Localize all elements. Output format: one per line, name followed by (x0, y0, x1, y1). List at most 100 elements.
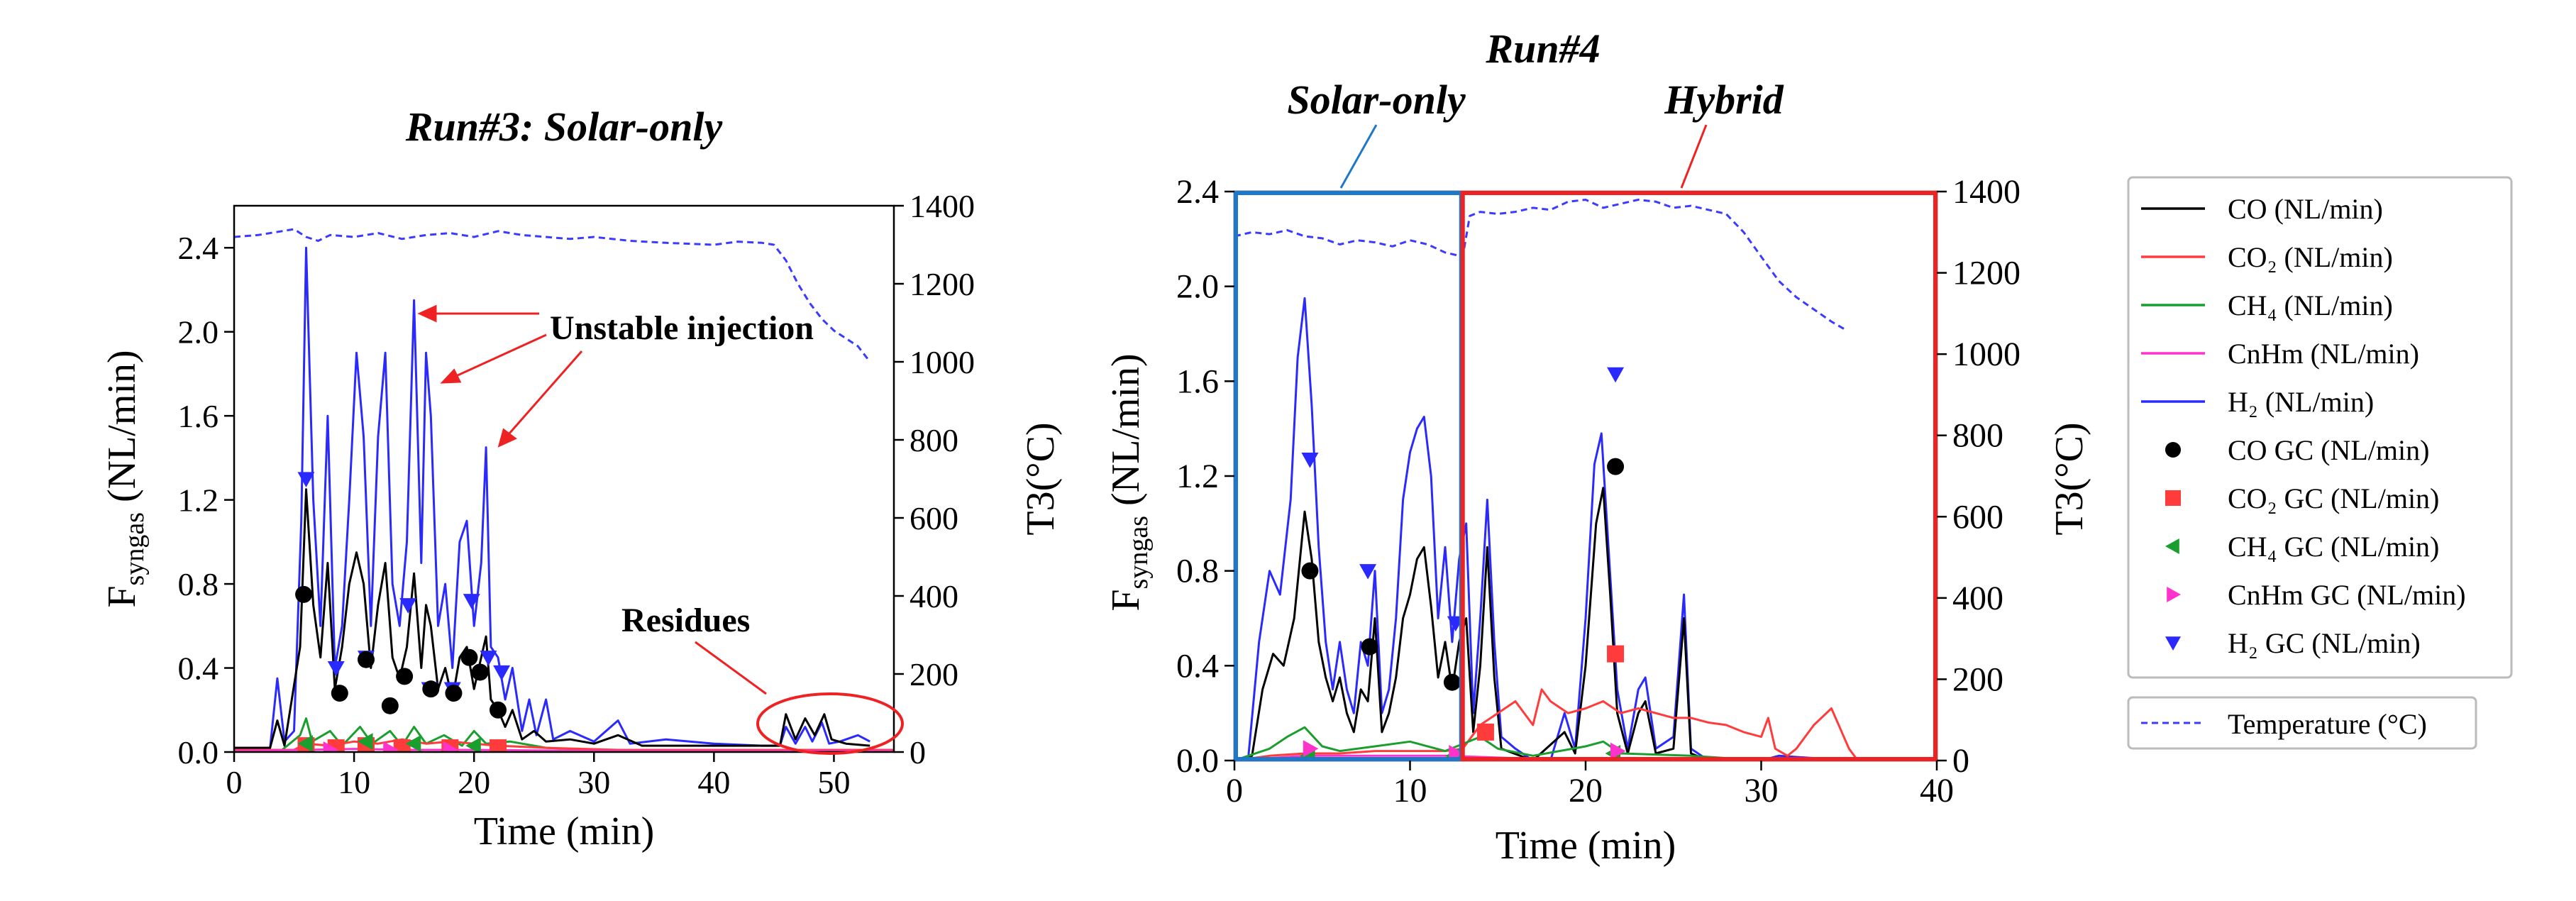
run4-point-h2-gc-3 (1607, 367, 1625, 383)
run3-ytick-label: 0.8 (178, 566, 219, 602)
legend-marker-co-gc (2165, 442, 2181, 458)
legend-label: CnHm GC (NL/min) (2228, 579, 2466, 611)
legend-label: CO GC (NL/min) (2228, 434, 2429, 466)
run4-point-h2-gc-0 (1301, 453, 1319, 468)
legend-label: CH₄ (NL/min) (2228, 289, 2393, 321)
run3-series-layer (234, 228, 894, 752)
run3-point-co-gc-7 (460, 648, 478, 666)
legend-label: CO (NL/min) (2228, 193, 2383, 225)
legend-label: H₂ GC (NL/min) (2228, 627, 2421, 659)
run4-ytick-label: 0.8 (1176, 553, 1219, 590)
run3-annotation-arrows (417, 304, 583, 448)
run3-y2tick-label: 1200 (910, 266, 975, 302)
run4-x-label: Time (min) (1496, 824, 1676, 868)
run4-ytick-label: 2.4 (1176, 173, 1219, 211)
legend-marker-ch4-gc (2165, 538, 2179, 554)
run4-point-co-gc-1 (1361, 638, 1378, 656)
run4-point-co2-gc-1 (1607, 645, 1625, 663)
hybrid-pointer (1680, 124, 1708, 189)
run3-point-co-gc-1 (331, 685, 348, 702)
run4-y2tick-label: 1400 (1952, 173, 2021, 211)
run3-xtick-label: 40 (697, 764, 730, 800)
run4-y-label: Fsyngas (NL/min) (1104, 353, 1154, 611)
run3-point-h2-gc-1 (327, 660, 345, 677)
run4-point-co-gc-0 (1301, 562, 1319, 580)
run4-xtick-label: 10 (1393, 772, 1427, 809)
run4-ytick-label: 1.6 (1176, 363, 1219, 400)
arrow-head (497, 428, 517, 448)
legend-marker-co2-gc (2165, 490, 2181, 506)
run4-y2tick-label: 600 (1952, 498, 2003, 536)
run3-ytick-label: 0.0 (178, 734, 219, 770)
run3-point-cnhm-gc-0 (323, 741, 339, 752)
run4-point-co-gc-3 (1607, 458, 1625, 475)
arrow-line (448, 333, 547, 381)
run3-y-label-unit: (NL/min) (100, 350, 144, 512)
legend-label: CH₄ GC (NL/min) (2228, 531, 2439, 563)
run3-series-temperature (234, 228, 871, 363)
run4-xtick-label: 20 (1569, 772, 1603, 809)
run4-y2tick-label: 0 (1952, 742, 1969, 780)
legend-label: CnHm (NL/min) (2228, 338, 2419, 370)
run3-y2-label: T3(°C) (1019, 422, 1063, 535)
run4-xtick-label: 30 (1745, 772, 1779, 809)
run4-point-cnhm-gc-1 (1449, 744, 1464, 761)
run3-point-h2-gc-6 (463, 594, 480, 609)
run3-x-label: Time (min) (474, 809, 655, 853)
run3-series-co (234, 488, 870, 749)
run3-annotation-residues: Residues (621, 602, 750, 639)
run3-y2tick-label: 800 (910, 422, 958, 458)
run4-point-co2-gc-0 (1476, 723, 1494, 741)
run4-y-label-main: F (1104, 589, 1148, 611)
legend-marker-cnhm-gc (2167, 587, 2181, 602)
run3-ytick-label: 0.4 (178, 651, 219, 687)
run4-subtitle-solar-only: Solar-only (1287, 77, 1466, 123)
run3-point-co-gc-8 (471, 663, 489, 681)
run3-chart: Run#3: Solar-only 0 10 20 30 40 50 0.0 0.4 0.8 1.… (100, 104, 1063, 853)
run3-point-h2-gc-3 (399, 598, 417, 614)
legend-items: CO (NL/min) CO₂ (NL/min) CH₄ (NL/min) CnHm … (2141, 193, 2466, 659)
run3-point-cnhm-gc-2 (443, 741, 459, 752)
run3-ytick-label: 2.0 (178, 314, 219, 350)
run3-y2tick-label: 0 (910, 734, 926, 770)
run4-plot-frame (1233, 190, 1938, 762)
run3-y-label: Fsyngas (NL/min) (100, 350, 150, 607)
run4-xtick-label: 40 (1920, 772, 1954, 809)
run4-y2tick-label: 200 (1952, 660, 2003, 698)
legend-marker-h2-gc (2165, 636, 2181, 651)
run4-y2-label: T3(°C) (2047, 422, 2091, 535)
run4-series-co (1234, 487, 1850, 761)
run3-y-label-main: F (100, 585, 144, 607)
run4-xtick-label: 0 (1226, 772, 1243, 809)
run4-point-cnhm-gc-2 (1610, 742, 1626, 760)
residues-pointer-line (695, 641, 767, 695)
run3-point-h2-gc-7 (480, 651, 497, 666)
arrow-line (502, 350, 583, 441)
legend-label: CO₂ (NL/min) (2228, 241, 2393, 273)
run3-point-ch4-gc-1 (358, 733, 373, 751)
run4-y2tick-label: 400 (1952, 580, 2003, 617)
run3-point-ch4-gc-3 (465, 737, 481, 752)
run3-point-co-gc-5 (422, 680, 440, 698)
run3-point-co2-gc-5 (490, 739, 507, 752)
run3-point-co-gc-0 (295, 585, 313, 603)
residues-ellipse (756, 692, 904, 755)
run3-y-label-sub: syngas (120, 512, 150, 585)
run3-point-cnhm-gc-1 (383, 741, 399, 752)
run4-subtitle-hybrid: Hybrid (1664, 77, 1784, 123)
run4-ytick-label: 0.0 (1176, 742, 1219, 780)
run3-y2tick-label: 600 (910, 500, 958, 536)
run3-point-co-gc-4 (396, 668, 414, 685)
run4-ytick-label: 2.0 (1176, 268, 1219, 306)
run4-y2tick-label: 1200 (1952, 255, 2021, 292)
run4-y2tick-label: 800 (1952, 417, 2003, 455)
solar-only-phase-box (1234, 191, 1464, 761)
run3-xtick-label: 10 (338, 764, 370, 800)
run3-axes: 0 10 20 30 40 50 0.0 0.4 0.8 1.2 1.6 2.0 2.4 0 200 400 6… (178, 188, 975, 800)
temperature-legend-label: Temperature (°C) (2228, 708, 2427, 740)
run3-y2tick-label: 1000 (910, 344, 975, 380)
run3-ytick-label: 1.6 (178, 398, 219, 434)
run3-point-h2-gc-8 (493, 665, 511, 681)
run3-plot-frame (233, 204, 895, 753)
